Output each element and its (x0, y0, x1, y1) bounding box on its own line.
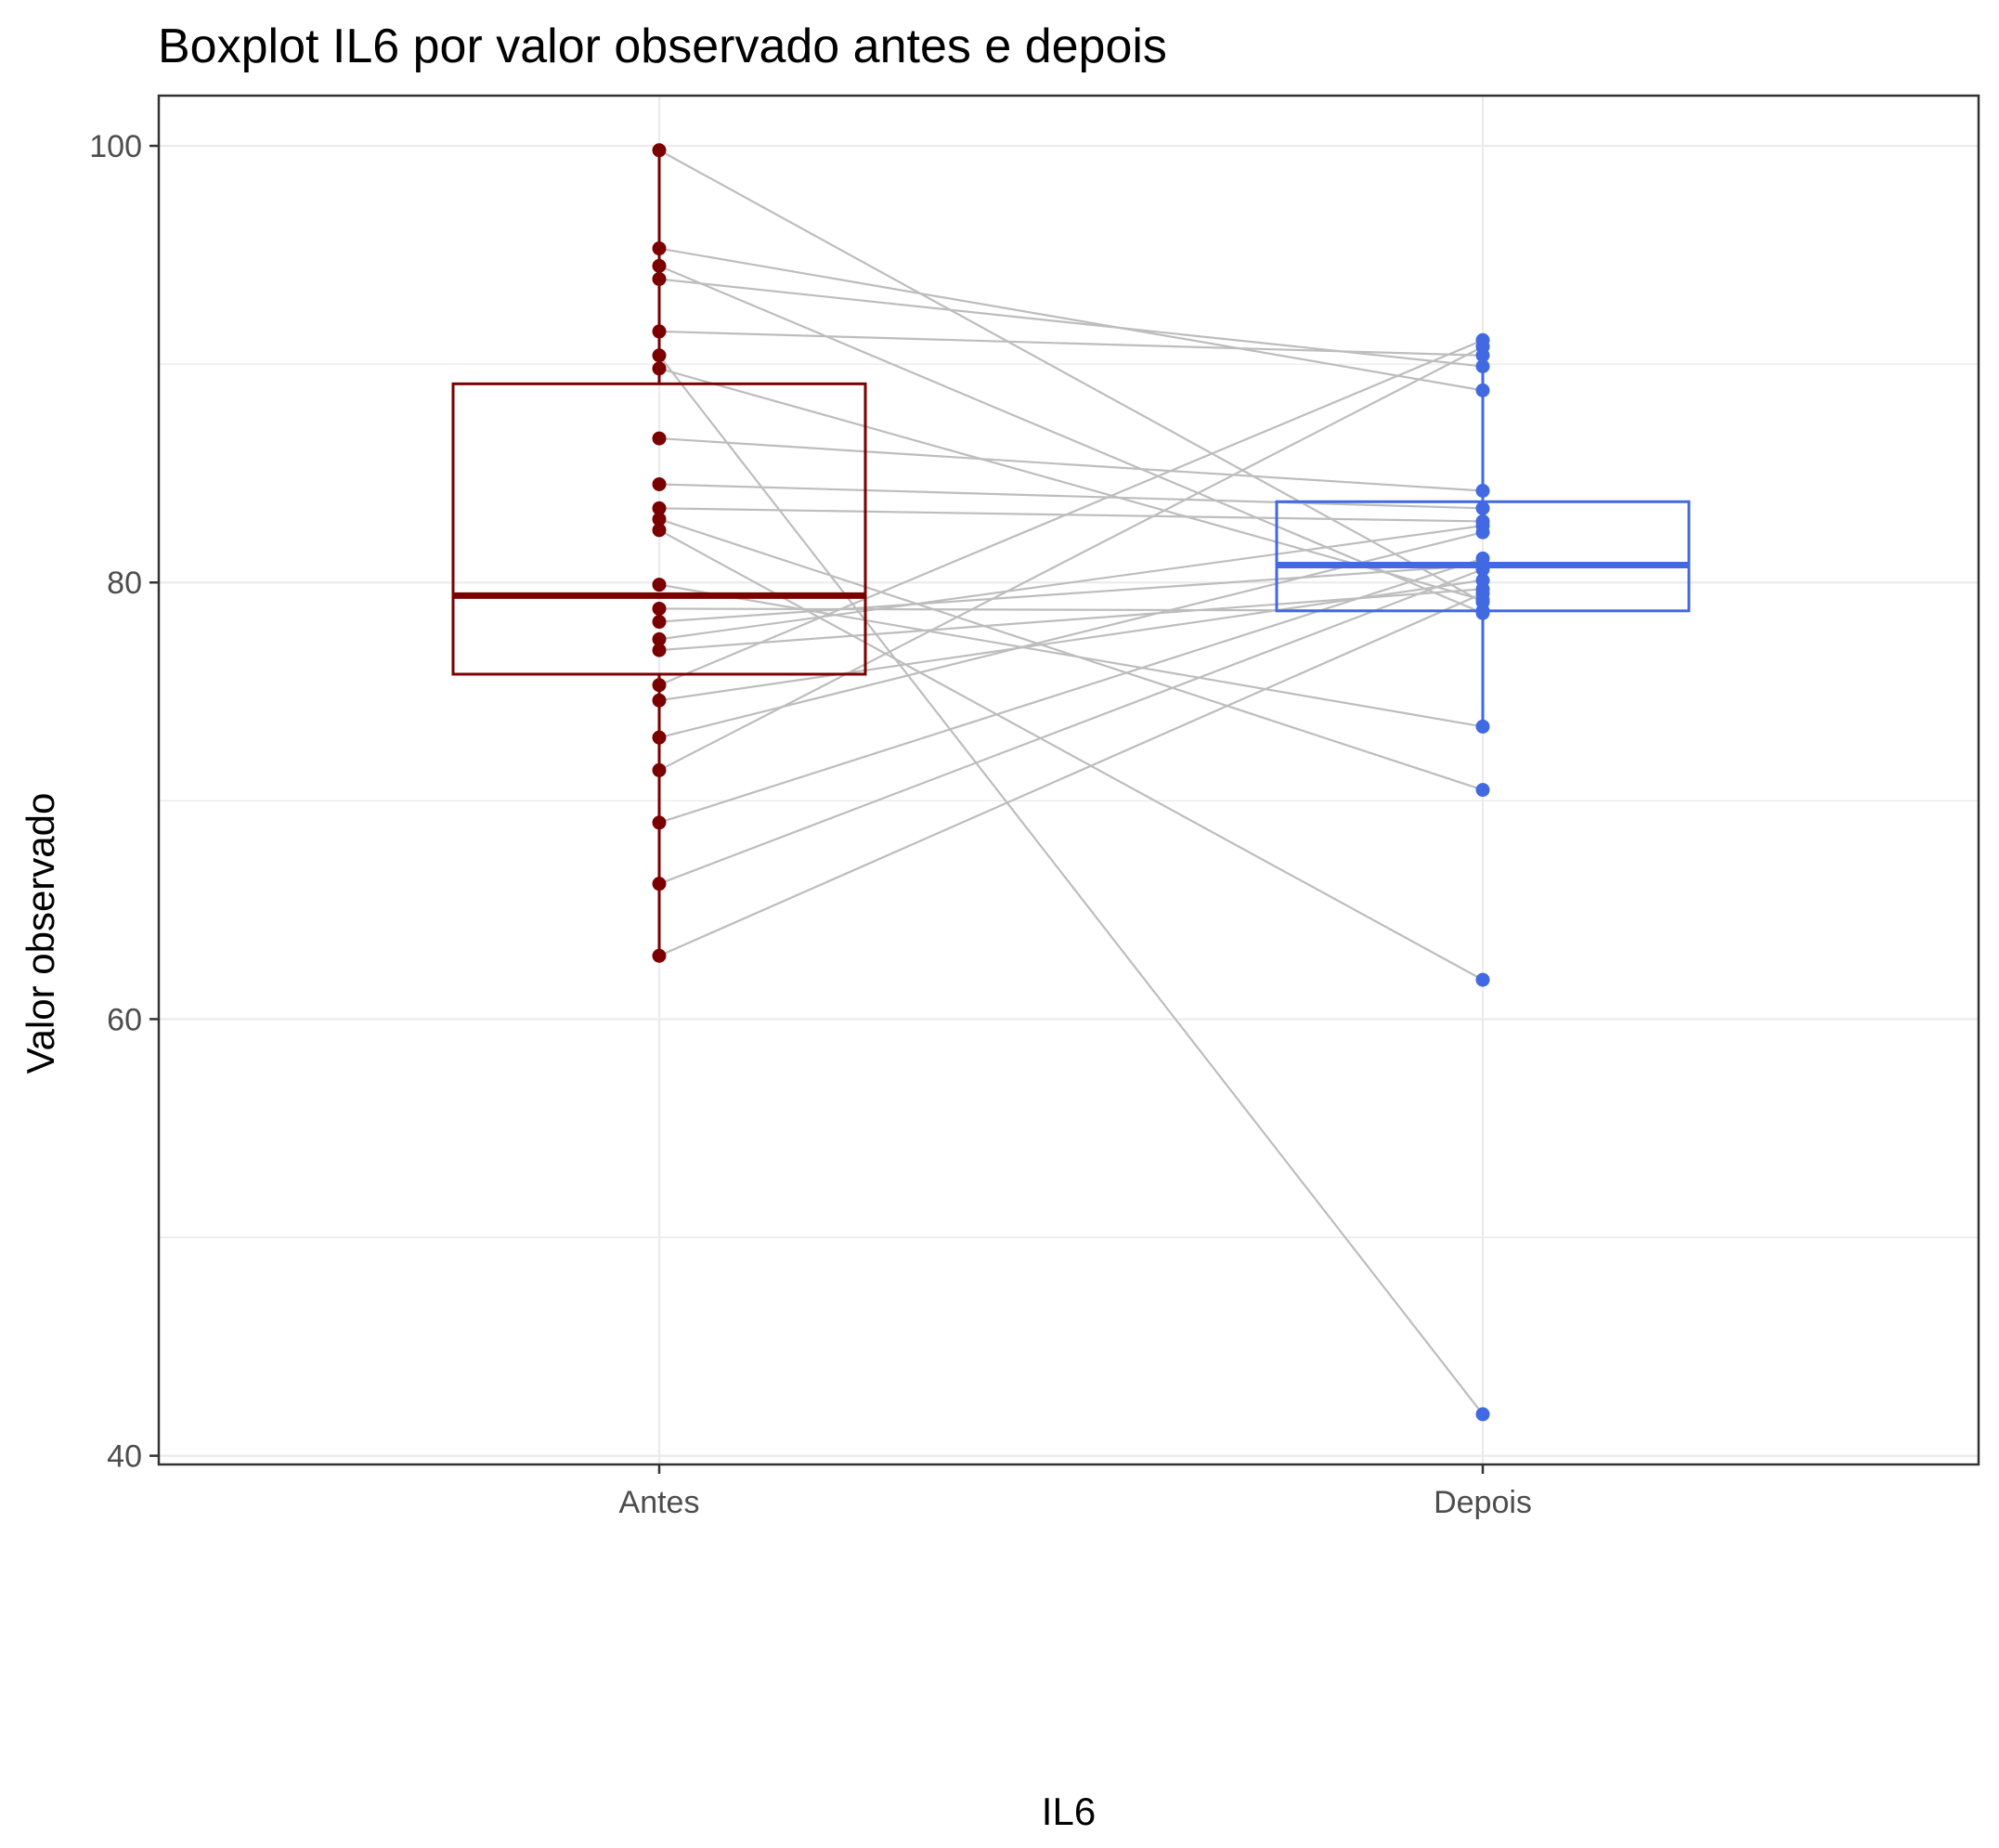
data-point (652, 512, 667, 527)
data-point (652, 476, 667, 491)
x-tick-label: Antes (619, 1485, 700, 1520)
data-point (652, 241, 667, 256)
chart-title: Boxplot IL6 por valor observado antes e … (158, 20, 1167, 73)
pair-line (658, 525, 1484, 641)
data-point (652, 730, 667, 745)
data-point (652, 601, 667, 616)
data-point (652, 815, 667, 830)
y-tick-label: 80 (107, 566, 142, 601)
y-tick-label: 100 (89, 129, 142, 164)
y-axis-title: Valor observado (19, 793, 62, 1074)
data-point (652, 948, 667, 963)
data-point (652, 143, 667, 158)
pair-line (658, 345, 1484, 772)
data-point (1475, 525, 1490, 540)
data-point (1475, 719, 1490, 734)
data-point (1475, 484, 1490, 499)
data-point (652, 678, 667, 693)
data-point (652, 324, 667, 339)
data-point (1475, 586, 1490, 601)
pair-line (658, 507, 1484, 523)
pair-line (658, 579, 1484, 702)
data-point (1475, 573, 1490, 588)
data-point (652, 693, 667, 708)
pair-line (658, 247, 1484, 392)
data-point (652, 348, 667, 363)
data-point (652, 501, 667, 515)
y-tick-label: 40 (107, 1439, 142, 1475)
data-point (652, 258, 667, 273)
data-point (1475, 604, 1490, 618)
pair-line (658, 265, 1484, 615)
data-point (1475, 562, 1490, 577)
pair-line (658, 149, 1484, 604)
pair-line (658, 355, 1484, 1415)
box-antes (451, 382, 867, 676)
pair-line (658, 339, 1484, 686)
data-point (652, 578, 667, 592)
pair-line (658, 588, 1484, 652)
data-point (1475, 551, 1490, 566)
data-point (652, 643, 667, 657)
pair-line (658, 568, 1484, 885)
data-point (652, 523, 667, 538)
plot-border (157, 94, 1980, 1466)
data-point (1475, 501, 1490, 515)
axes: 40 60 80 100 Antes Depois (89, 129, 1532, 1520)
data-point (1475, 383, 1490, 397)
data-points (652, 143, 1490, 1422)
data-point (652, 631, 667, 646)
data-point (652, 431, 667, 446)
data-point (652, 361, 667, 376)
data-point (1475, 359, 1490, 374)
pair-line (658, 518, 1484, 791)
x-tick-label: Depois (1434, 1485, 1532, 1520)
data-point (652, 762, 667, 777)
pair-line (658, 592, 1484, 957)
data-point (1475, 783, 1490, 798)
pair-line (658, 557, 1484, 824)
pair-line (658, 367, 1484, 602)
data-point (1475, 339, 1490, 354)
pair-line (658, 528, 1484, 982)
data-point (652, 615, 667, 630)
data-point (652, 877, 667, 891)
data-point (1475, 1407, 1490, 1422)
x-axis-title: IL6 (1042, 1789, 1096, 1833)
data-point (652, 271, 667, 286)
y-tick-label: 60 (107, 1002, 142, 1037)
plot-panel (159, 96, 1979, 1464)
data-point (1475, 972, 1490, 987)
pair-line (658, 436, 1484, 492)
pair-line (658, 330, 1484, 357)
pair-line (658, 483, 1484, 510)
pair-line (658, 564, 1484, 623)
